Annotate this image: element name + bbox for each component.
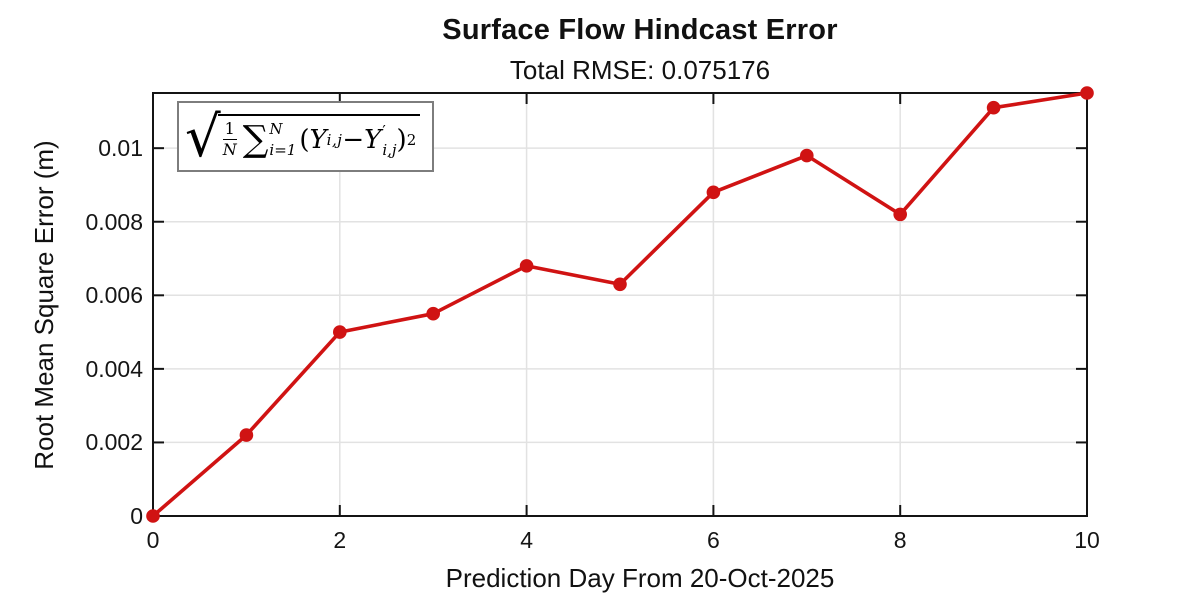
x-tick-label: 2 <box>333 527 347 553</box>
fraction-numerator: 1 <box>224 119 235 139</box>
prime-and-subscript: ′ i,j <box>382 121 397 159</box>
squared-exponent: 2 <box>406 130 417 149</box>
data-point-marker <box>239 428 254 442</box>
minus-sign: − <box>342 124 365 155</box>
data-point-marker <box>519 259 534 273</box>
radical-sign: √ <box>185 104 221 170</box>
x-tick-label: 4 <box>520 527 533 553</box>
y-variable: Y <box>309 124 327 155</box>
y-prime-subscript: i,j <box>382 140 397 159</box>
data-point-marker <box>706 185 721 200</box>
summation-lower-limit: i=1 <box>269 140 297 159</box>
y-tick-label: 0 <box>130 503 143 529</box>
prime-mark: ′ <box>382 121 386 140</box>
chart-subtitle: Total RMSE: 0.075176 <box>509 55 771 85</box>
fraction-denominator: N <box>222 140 237 159</box>
x-tick-label: 0 <box>146 527 160 553</box>
summation-upper-limit: N <box>269 119 283 138</box>
data-point-marker <box>800 148 814 163</box>
x-axis-label: Prediction Day From 20-Oct-2025 <box>445 563 835 593</box>
data-point-marker <box>986 100 1001 115</box>
fraction-bar <box>222 139 237 140</box>
y-tick-label: 0.006 <box>85 282 143 309</box>
y-axis-label: Root Mean Square Error (m) <box>29 140 59 470</box>
close-paren: ) <box>396 124 407 155</box>
axes-box <box>152 92 1088 517</box>
data-point-marker <box>146 509 160 523</box>
y-tick-label: 0.004 <box>85 355 143 382</box>
y-prime-variable: Y <box>364 124 382 155</box>
x-tick-label: 10 <box>1074 527 1100 553</box>
data-point-marker <box>893 207 907 222</box>
data-point-marker <box>1080 86 1094 100</box>
y-tick-label: 0.008 <box>85 208 143 235</box>
y-subscript: i,j <box>326 130 343 149</box>
data-point-marker <box>426 306 441 321</box>
sigma-symbol: ∑ <box>242 118 269 160</box>
x-tick-label: 8 <box>893 527 907 553</box>
chart-title: Surface Flow Hindcast Error <box>442 14 838 46</box>
data-point-marker <box>613 277 627 292</box>
data-point-marker <box>333 325 347 339</box>
x-tick-label: 6 <box>706 527 720 553</box>
y-tick-label: 0.01 <box>98 135 143 162</box>
y-tick-label: 0.002 <box>85 429 143 456</box>
open-paren: ( <box>299 124 310 155</box>
